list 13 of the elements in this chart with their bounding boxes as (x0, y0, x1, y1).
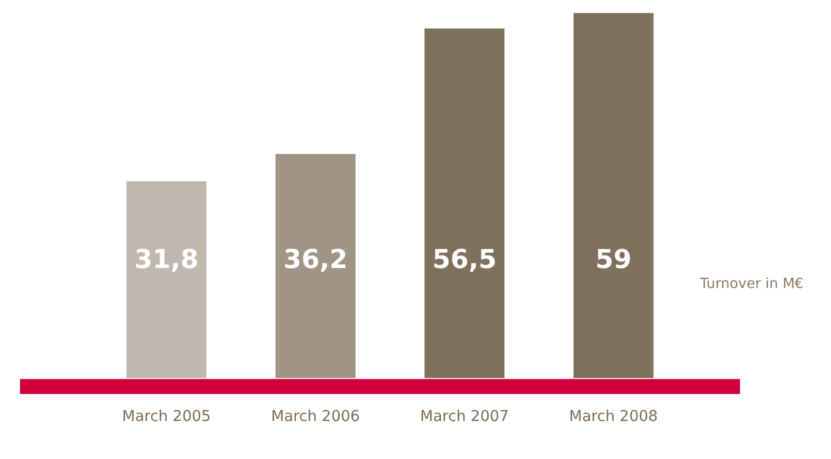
bar (276, 154, 356, 378)
bar (424, 28, 504, 378)
data-label: 36,2 (283, 244, 348, 275)
data-label: 59 (595, 244, 632, 275)
x-tick-label: March 2007 (420, 406, 509, 425)
x-tick-label: March 2005 (122, 406, 211, 425)
x-tick-label: March 2006 (271, 406, 360, 425)
data-label: 56,5 (432, 244, 497, 275)
bar (574, 13, 654, 378)
bar (126, 181, 206, 378)
x-tick-label: March 2008 (569, 406, 658, 425)
data-label: 31,8 (134, 244, 199, 275)
annotation: Turnover in M€ (700, 276, 804, 292)
